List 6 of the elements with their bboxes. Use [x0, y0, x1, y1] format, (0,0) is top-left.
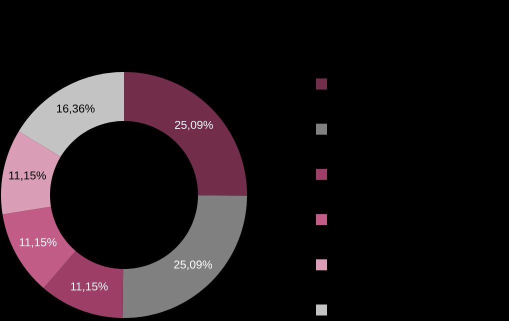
data-label: 11,15%	[71, 282, 108, 292]
data-label: 16,36%	[57, 104, 95, 114]
data-label: 25,09%	[175, 120, 213, 130]
data-label: 11,15%	[20, 238, 57, 248]
data-label: 25,09%	[174, 260, 212, 270]
data-label: 11,15%	[9, 171, 46, 181]
